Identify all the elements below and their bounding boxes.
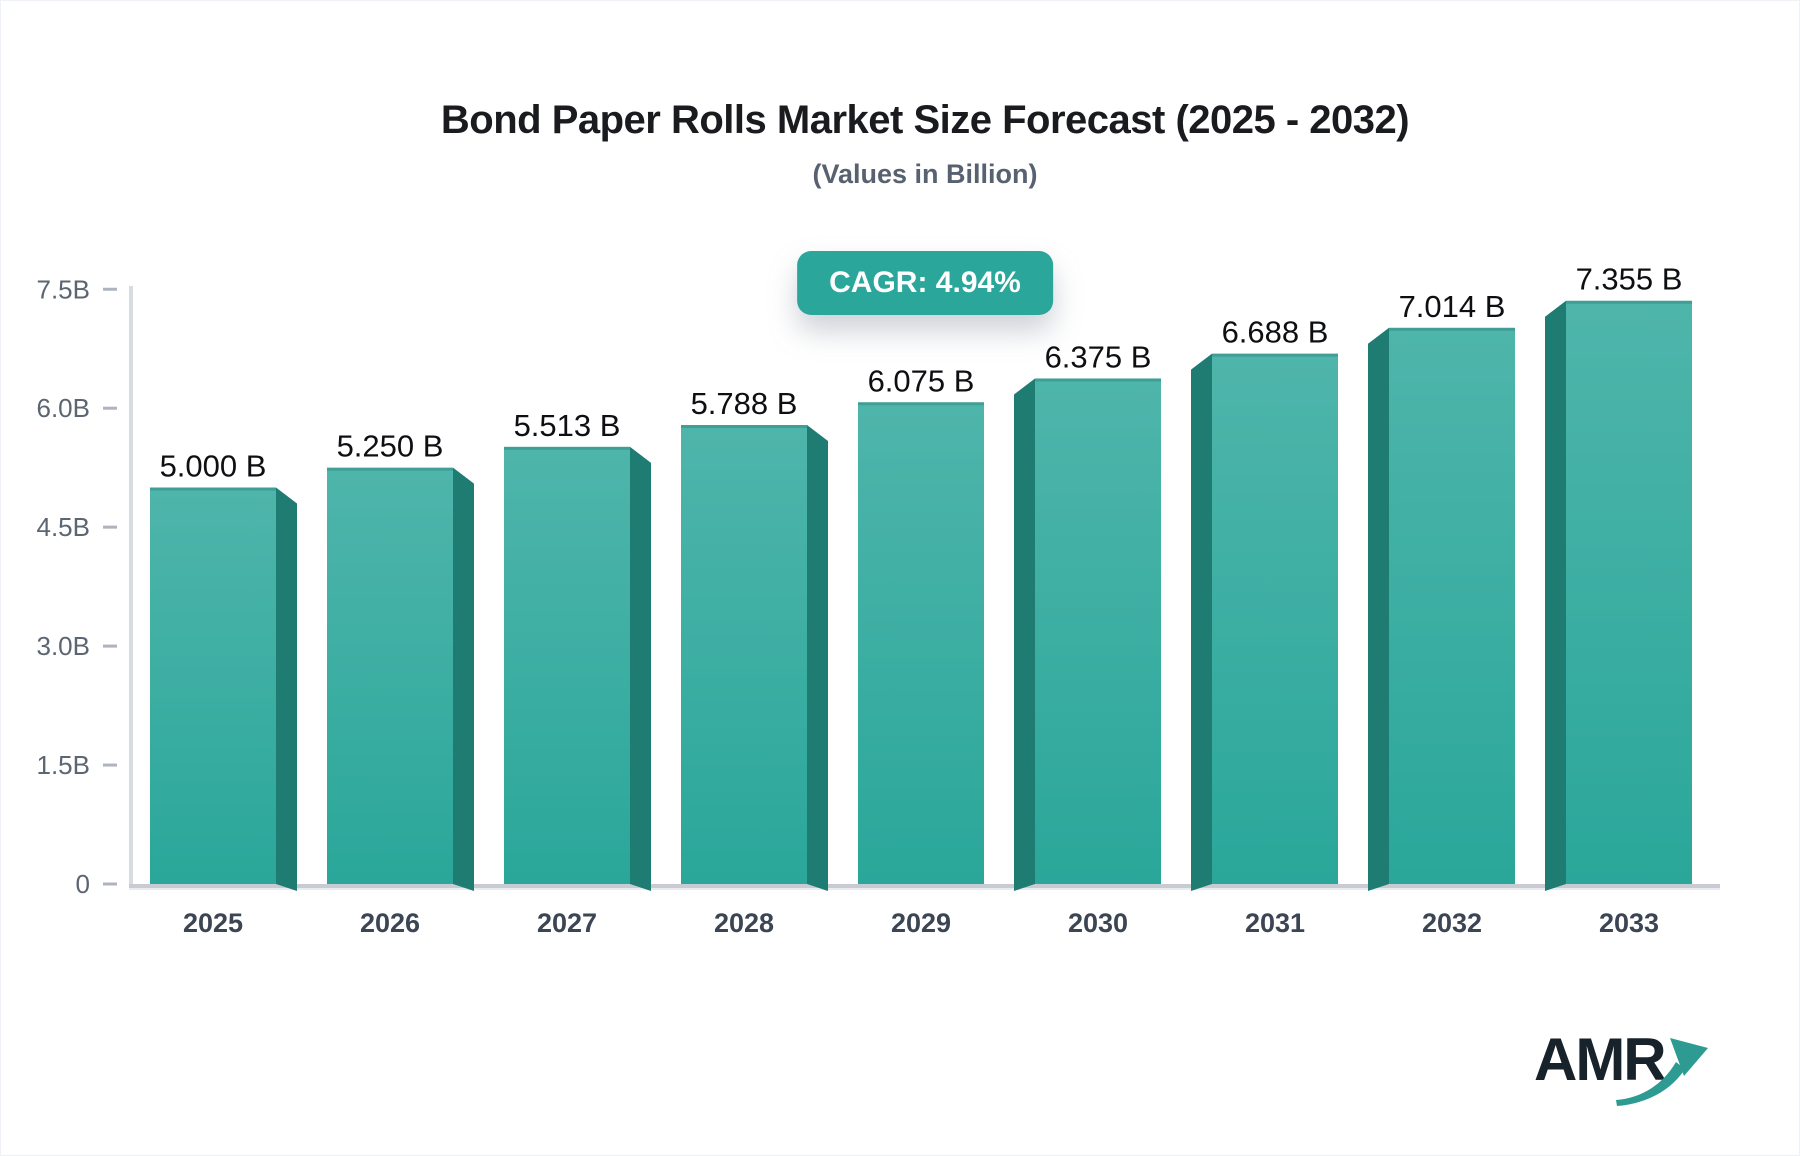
bar-top-edge-2028 (681, 425, 807, 429)
bar-value-label-2029: 6.075 B (868, 363, 975, 398)
x-tick-label-2033: 2033 (1599, 908, 1659, 938)
bar-side-2028 (807, 425, 828, 891)
bar-top-edge-2026 (327, 467, 453, 471)
bar-2033 (1566, 300, 1692, 884)
bar-side-2032 (1368, 327, 1389, 891)
bar-side-2033 (1545, 300, 1566, 891)
x-tick-label-2028: 2028 (714, 908, 774, 938)
y-tick (103, 406, 117, 410)
y-tick (103, 287, 117, 291)
y-tick (103, 763, 117, 767)
amr-logo: AMR (1534, 1030, 1734, 1120)
x-tick-label-2031: 2031 (1245, 908, 1305, 938)
bar-side-2030 (1014, 378, 1035, 891)
bar-top-edge-2030 (1035, 378, 1161, 382)
y-tick-label: 7.5B (37, 274, 91, 304)
x-axis-shadow (129, 888, 1720, 890)
y-tick-label: 3.0B (37, 631, 91, 661)
bar-top-edge-2033 (1566, 300, 1692, 304)
bar-side-2025 (276, 487, 297, 891)
x-tick-label-2032: 2032 (1422, 908, 1482, 938)
amr-logo-text: AMR (1534, 1026, 1667, 1093)
bar-2028 (681, 425, 807, 884)
chart-title: Bond Paper Rolls Market Size Forecast (2… (440, 98, 1410, 142)
chart-subtitle: (Values in Billion) (812, 159, 1038, 189)
bar-side-2026 (453, 467, 474, 891)
bar-2026 (327, 467, 453, 884)
y-tick-label: 6.0B (37, 393, 91, 423)
bar-top-edge-2025 (150, 487, 276, 491)
bar-value-label-2028: 5.788 B (691, 386, 798, 421)
bar-2032 (1389, 327, 1515, 884)
y-tick-label: 1.5B (37, 750, 91, 780)
bar-2025 (150, 487, 276, 884)
y-tick (103, 882, 117, 886)
bar-top-edge-2029 (858, 402, 984, 406)
bar-2030 (1035, 378, 1161, 884)
bar-2031 (1212, 353, 1338, 884)
y-tick (103, 525, 117, 529)
bar-top-edge-2027 (504, 446, 630, 450)
y-tick (103, 644, 117, 648)
x-tick-label-2029: 2029 (891, 908, 951, 938)
bar-value-label-2031: 6.688 B (1222, 315, 1329, 350)
bar-value-label-2033: 7.355 B (1576, 262, 1683, 297)
bar-value-label-2027: 5.513 B (514, 408, 621, 443)
bar-value-label-2025: 5.000 B (160, 449, 267, 484)
bar-value-label-2032: 7.014 B (1399, 289, 1506, 324)
cagr-badge: CAGR: 4.94% (797, 251, 1053, 315)
bar-value-label-2030: 6.375 B (1045, 339, 1152, 374)
y-tick-label: 4.5B (37, 512, 91, 542)
bar-top-edge-2032 (1389, 327, 1515, 331)
x-tick-label-2026: 2026 (360, 908, 420, 938)
y-tick-label: 0 (76, 869, 90, 899)
bar-side-2027 (630, 446, 651, 891)
y-axis-line (129, 286, 133, 888)
bar-2027 (504, 446, 630, 884)
x-axis-line (129, 884, 1720, 888)
chart-header: Bond Paper Rolls Market Size Forecast (2… (50, 98, 1800, 190)
bar-side-2031 (1191, 353, 1212, 891)
x-tick-label-2030: 2030 (1068, 908, 1128, 938)
bar-2029 (858, 402, 984, 884)
bar-top-edge-2031 (1212, 353, 1338, 357)
bar-value-label-2026: 5.250 B (337, 429, 444, 464)
growth-arrow-icon (1616, 1038, 1708, 1106)
x-tick-label-2025: 2025 (183, 908, 243, 938)
x-tick-label-2027: 2027 (537, 908, 597, 938)
